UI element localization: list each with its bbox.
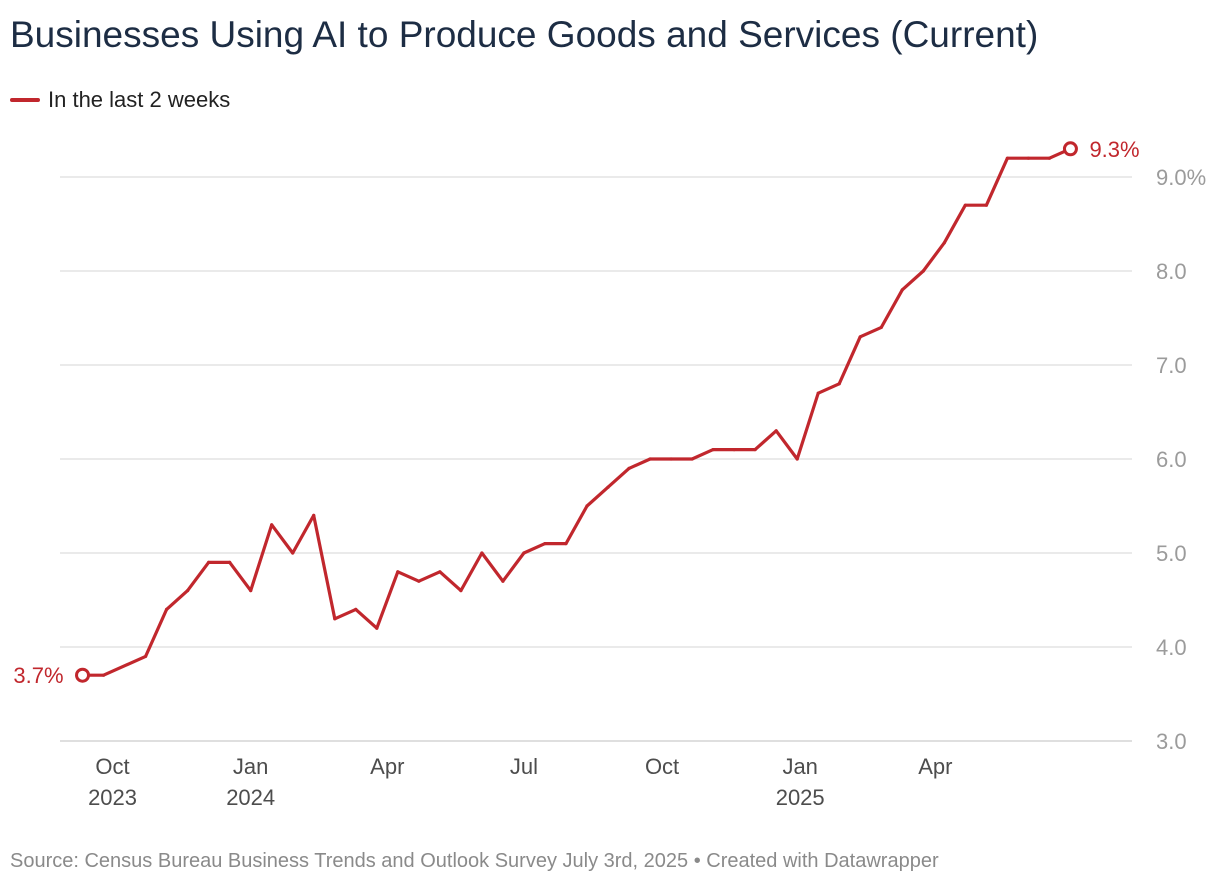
y-axis: 3.0 4.0 5.0 6.0 7.0 8.0 9.0% <box>1156 165 1206 754</box>
data-point <box>249 589 253 593</box>
data-point <box>858 335 862 339</box>
y-tick-label: 7.0 <box>1156 353 1187 378</box>
x-tick-label: Oct <box>645 754 679 779</box>
source-note: Source: Census Bureau Business Trends an… <box>10 850 939 872</box>
data-point <box>1026 156 1031 160</box>
x-tick-year-label: 2024 <box>226 785 275 810</box>
data-point <box>375 626 379 630</box>
x-tick-label: Jan <box>782 754 817 779</box>
x-tick-label: Jul <box>510 754 538 779</box>
chart-title: Businesses Using AI to Produce Goods and… <box>10 14 1039 55</box>
legend-swatch <box>10 98 40 102</box>
data-point <box>795 457 799 461</box>
legend-label: In the last 2 weeks <box>48 87 231 112</box>
data-point <box>143 654 148 659</box>
data-point <box>942 241 946 245</box>
data-point <box>438 570 442 574</box>
data-point <box>164 607 169 612</box>
data-point <box>732 448 736 452</box>
data-point <box>1047 156 1052 160</box>
data-point <box>101 673 106 677</box>
data-point <box>711 448 715 452</box>
y-tick-label: 4.0 <box>1156 635 1187 660</box>
data-point <box>1005 156 1009 160</box>
data-point <box>417 579 421 583</box>
data-point <box>333 617 337 621</box>
data-point <box>396 570 400 574</box>
data-point <box>270 523 274 527</box>
data-point <box>837 382 841 386</box>
data-point <box>669 457 673 461</box>
data-point <box>207 560 211 565</box>
endpoint-marker <box>75 667 91 683</box>
data-point <box>585 504 589 508</box>
x-axis: Oct 2023 Jan 2024 Apr Jul Oct Jan 2025 Apr <box>88 754 952 810</box>
y-tick-label: 3.0 <box>1156 729 1187 754</box>
data-point <box>543 542 547 546</box>
end-value-label: 9.3% <box>1089 137 1139 162</box>
y-tick-label: 8.0 <box>1156 259 1187 284</box>
data-point <box>186 589 190 593</box>
data-point <box>354 607 358 612</box>
series <box>75 141 1078 683</box>
x-tick-label: Apr <box>918 754 952 779</box>
y-tick-label: 6.0 <box>1156 447 1187 472</box>
data-point <box>963 203 967 207</box>
data-point <box>564 542 568 546</box>
data-point <box>879 325 883 329</box>
data-point <box>606 485 610 489</box>
data-point <box>774 429 778 433</box>
data-point <box>228 560 232 565</box>
data-point <box>522 551 526 555</box>
data-point <box>816 391 820 395</box>
x-tick-label: Jan <box>233 754 268 779</box>
data-point <box>753 448 757 452</box>
data-point <box>459 589 463 593</box>
data-point <box>312 513 316 518</box>
series-line-in-the-last-2-weeks <box>80 147 1073 677</box>
gridlines <box>60 176 1132 742</box>
data-point <box>627 466 631 470</box>
data-point <box>690 457 694 461</box>
y-tick-label: 5.0 <box>1156 541 1187 566</box>
x-tick-year-label: 2023 <box>88 785 137 810</box>
endpoint-marker <box>1062 141 1078 157</box>
x-tick-label: Oct <box>95 754 129 779</box>
start-value-label: 3.7% <box>13 663 63 688</box>
data-point <box>648 457 652 461</box>
data-point <box>984 203 988 207</box>
data-point <box>900 288 904 292</box>
legend: In the last 2 weeks <box>10 87 230 113</box>
data-point <box>480 551 484 555</box>
x-tick-year-label: 2025 <box>776 785 825 810</box>
data-point <box>291 551 295 555</box>
x-tick-label: Apr <box>370 754 404 779</box>
data-point <box>921 269 925 273</box>
data-point <box>501 579 505 583</box>
annotations: 3.7% 9.3% <box>13 137 1139 688</box>
y-tick-label: 9.0% <box>1156 165 1206 190</box>
